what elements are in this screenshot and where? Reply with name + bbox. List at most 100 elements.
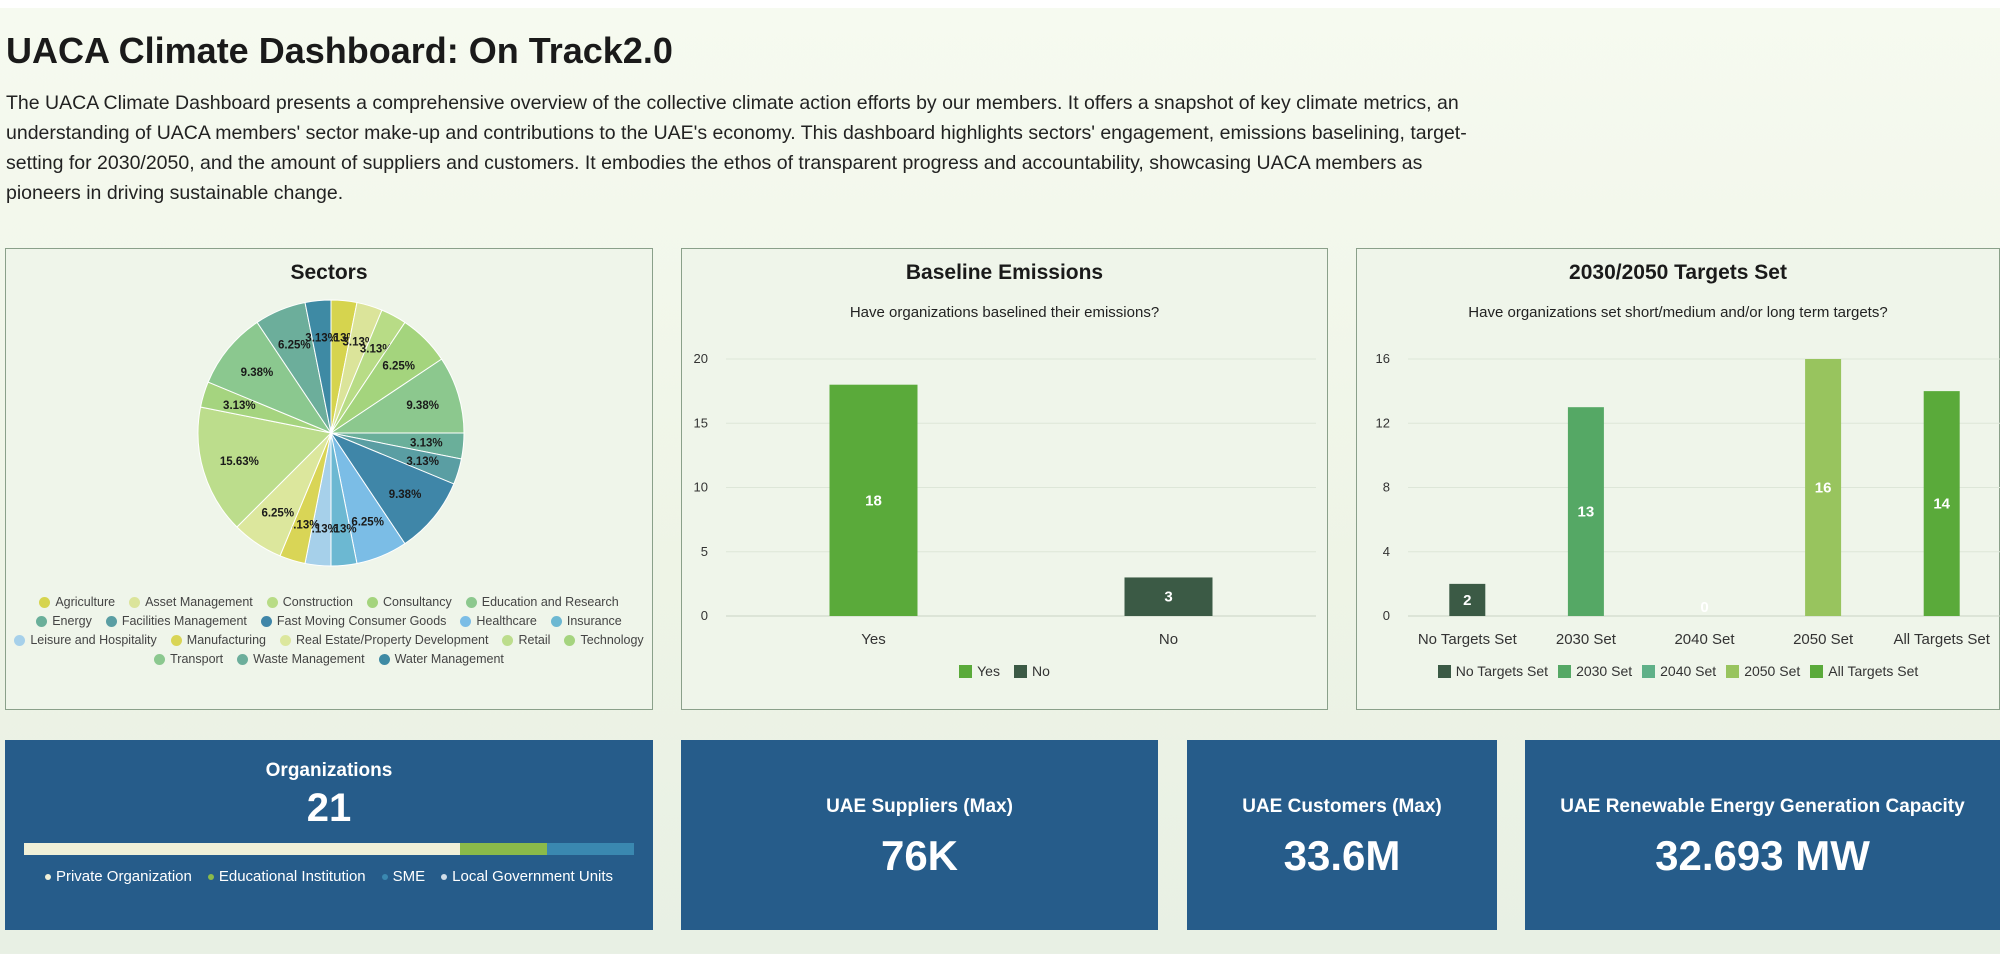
pie-slice-18: [304, 299, 332, 434]
legend-label: 2030 Set: [1576, 663, 1633, 679]
legend-item-16[interactable]: Transport: [154, 650, 223, 669]
organizations-legend: Private Organization Educational Institut…: [5, 868, 653, 885]
legend-label: Asset Management: [145, 595, 253, 609]
legend-item-4[interactable]: Consultancy: [366, 593, 452, 612]
legend-item-15[interactable]: Technology: [564, 631, 644, 650]
legend-label: Private Organization: [55, 868, 192, 885]
organizations-legend-item-3[interactable]: SME: [381, 868, 426, 885]
targets-legend: No Targets Set 2030 Set 2040 Set 2050 Set Al…: [1357, 663, 1999, 679]
legend-swatch: [959, 664, 973, 678]
legend-label: Technology: [580, 633, 644, 647]
customers-tile: UAE Customers (Max) 33.6M: [1187, 740, 1497, 930]
baseline-bar-1: [829, 384, 918, 616]
pie-slice-label-16: 9.38%: [241, 367, 274, 379]
organizations-legend-item-2[interactable]: Educational Institution: [207, 868, 366, 885]
pie-slice-14: [197, 406, 333, 528]
top-bar: [0, 0, 2000, 8]
legend-label: Water Management: [394, 652, 504, 666]
pie-slice-5: [329, 358, 465, 434]
legend-label: Leisure and Hospitality: [30, 633, 157, 647]
legend-swatch: [1437, 664, 1451, 678]
pie-slice-label-10: 3.13%: [324, 523, 357, 535]
baseline-value-label-1: 18: [865, 492, 882, 509]
pie-slice-label-13: 6.25%: [261, 508, 294, 520]
legend-swatch: [441, 873, 448, 880]
sectors-legend: Agriculture Asset Management Construction C…: [14, 593, 644, 669]
baseline-legend: Yes No: [682, 663, 1327, 679]
baseline-ytick-4: 15: [694, 415, 708, 430]
legend-swatch: [502, 635, 514, 646]
baseline-subtitle: Have organizations baselined their emiss…: [849, 304, 1160, 321]
legend-item-12[interactable]: Manufacturing: [170, 631, 266, 650]
pie-slice-label-12: 3.13%: [287, 520, 320, 532]
legend-item-17[interactable]: Waste Management: [237, 650, 365, 669]
targets-legend-item-3[interactable]: 2040 Set: [1642, 663, 1716, 679]
legend-item-10[interactable]: Insurance: [550, 612, 622, 631]
baseline-title: Baseline Emissions: [905, 261, 1104, 284]
legend-item-18[interactable]: Water Management: [378, 650, 504, 669]
legend-label: Retail: [518, 633, 551, 647]
sectors-pie-chart: 3.13%3.13%3.13%6.25%9.38%3.13%3.13%9.38%…: [197, 299, 465, 567]
targets-value-label-1: 2: [1463, 592, 1471, 609]
renewable-title: UAE Renewable Energy Generation Capacity: [1560, 796, 1965, 817]
legend-label: Construction: [282, 595, 353, 609]
legend-label: Waste Management: [253, 652, 365, 666]
legend-label: Education and Research: [481, 595, 619, 609]
organizations-legend-item-4[interactable]: Local Government Units: [441, 868, 613, 885]
targets-legend-item-4[interactable]: 2050 Set: [1726, 663, 1800, 679]
organizations-segment-3: [546, 843, 635, 855]
legend-swatch: [1013, 664, 1027, 678]
customers-value: 33.6M: [1283, 832, 1401, 879]
pie-slice-label-8: 9.38%: [389, 489, 422, 501]
suppliers-title: UAE Suppliers (Max): [826, 796, 1013, 817]
legend-label: 2050 Set: [1744, 663, 1801, 679]
baseline-ytick-1: 0: [701, 608, 708, 623]
pie-slice-8: [329, 431, 455, 545]
legend-item-1[interactable]: Agriculture: [39, 593, 115, 612]
legend-item-5[interactable]: Education and Research: [465, 593, 619, 612]
legend-label: Energy: [52, 614, 92, 628]
baseline-legend-item-2[interactable]: No: [1013, 663, 1050, 679]
legend-swatch: [366, 597, 378, 608]
baseline-value-label-2: 3: [1164, 589, 1172, 606]
targets-legend-item-1[interactable]: No Targets Set: [1437, 663, 1548, 679]
legend-swatch: [237, 654, 249, 665]
targets-value-label-5: 14: [1933, 496, 1950, 513]
organizations-segment-1: [24, 843, 460, 855]
legend-swatch: [207, 873, 214, 880]
suppliers-value: 76K: [880, 832, 959, 879]
legend-item-14[interactable]: Retail: [502, 631, 550, 650]
baseline-ytick-5: 20: [694, 351, 708, 366]
legend-item-13[interactable]: Real Estate/Property Development: [280, 631, 488, 650]
legend-label: SME: [392, 868, 426, 885]
legend-label: Fast Moving Consumer Goods: [276, 614, 447, 628]
renewable-tile: UAE Renewable Energy Generation Capacity…: [1525, 740, 2000, 930]
legend-item-2[interactable]: Asset Management: [129, 593, 253, 612]
legend-item-9[interactable]: Healthcare: [460, 612, 537, 631]
legend-item-6[interactable]: Energy: [36, 612, 92, 631]
legend-label: All Targets Set: [1828, 663, 1919, 679]
baseline-legend-item-1[interactable]: Yes: [959, 663, 1000, 679]
legend-swatch: [1558, 664, 1572, 678]
legend-swatch: [44, 873, 51, 880]
legend-swatch: [36, 616, 48, 627]
legend-item-3[interactable]: Construction: [266, 593, 353, 612]
targets-legend-item-5[interactable]: All Targets Set: [1810, 663, 1918, 679]
legend-label: Manufacturing: [186, 633, 266, 647]
targets-legend-item-2[interactable]: 2030 Set: [1558, 663, 1632, 679]
customers-title: UAE Customers (Max): [1242, 796, 1442, 817]
legend-swatch: [280, 635, 291, 646]
targets-xtick-1: No Targets Set: [1418, 631, 1518, 648]
legend-swatch: [260, 616, 272, 627]
pie-slice-label-5: 9.38%: [406, 400, 439, 412]
baseline-xtick-2: No: [1159, 631, 1178, 648]
legend-item-8[interactable]: Fast Moving Consumer Goods: [260, 612, 447, 631]
organizations-legend-item-1[interactable]: Private Organization: [44, 868, 192, 885]
legend-swatch: [14, 635, 26, 646]
baseline-bar-2: [1124, 577, 1213, 616]
legend-swatch: [465, 597, 477, 608]
legend-item-11[interactable]: Leisure and Hospitality: [14, 631, 157, 650]
legend-item-7[interactable]: Facilities Management: [105, 612, 247, 631]
legend-swatch: [564, 635, 576, 646]
targets-value-label-4: 16: [1815, 480, 1832, 497]
